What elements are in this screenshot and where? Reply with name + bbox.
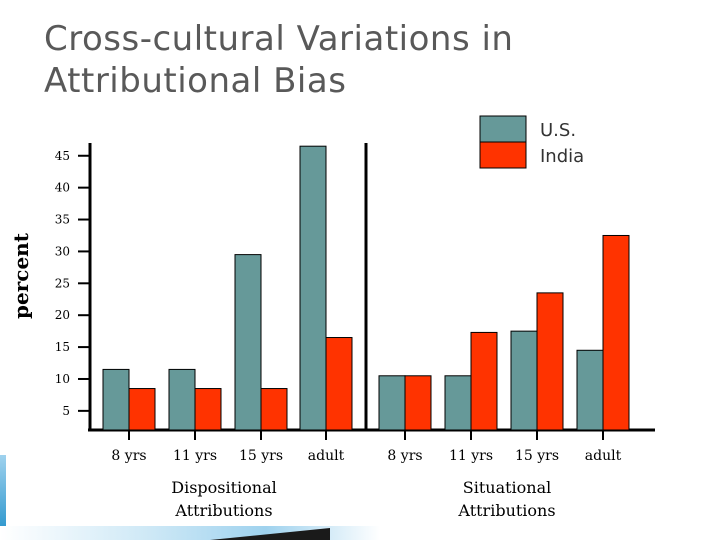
y-tick-label: 30 [55,244,70,258]
x-category-label: 11 yrs [173,448,217,464]
decorative-footer-wedge [210,528,330,540]
y-tick-label: 10 [55,372,70,386]
x-category-label: 15 yrs [515,448,559,464]
bar-us-0-0 [102,368,130,431]
legend-swatch-india [479,141,527,169]
x-category-label: 8 yrs [111,448,146,464]
bar-us-1-3 [576,349,604,431]
group-label-line-2: Attributions [174,501,272,520]
x-category-label: adult [585,448,622,464]
bar-india-0-1 [194,388,222,431]
x-category-label: 8 yrs [387,448,422,464]
y-tick-label: 35 [55,213,70,227]
bar-india-0-2 [260,388,288,431]
group-label-line-1: Dispositional [171,478,277,497]
legend-swatch-us [479,115,527,143]
bar-india-1-3 [602,234,630,431]
x-category-label: 15 yrs [239,448,283,464]
y-tick-label: 20 [55,308,70,322]
y-tick-label: 40 [55,181,70,195]
legend-label-india: India [540,146,584,167]
y-tick-label: 25 [55,276,70,290]
bar-us-1-1 [444,375,472,431]
x-category-label: 11 yrs [449,448,493,464]
slide-title: Cross-cultural Variations in Attribution… [44,18,684,102]
x-category-label: adult [308,448,345,464]
bar-us-0-3 [299,145,327,431]
slide-title-line-2: Attributional Bias [44,61,347,101]
bar-us-1-0 [378,375,406,431]
bar-us-1-2 [510,330,538,431]
legend-label-us: U.S. [540,120,576,141]
bar-india-1-1 [470,331,498,431]
bar-india-0-0 [128,388,156,431]
y-axis-label: percent [9,232,33,319]
bar-us-0-1 [168,368,196,431]
bar-us-0-2 [234,254,262,431]
bar-india-1-2 [536,292,564,431]
bar-india-1-0 [404,375,432,431]
group-label-line-2: Attributions [457,501,555,520]
y-tick-label: 5 [62,404,70,418]
bar-india-0-3 [325,337,353,431]
group-label-line-1: Situational [463,478,552,497]
y-tick-label: 45 [55,149,70,163]
slide-title-line-1: Cross-cultural Variations in [44,19,514,59]
decorative-side-strip [0,455,6,540]
y-tick-label: 15 [55,340,70,354]
